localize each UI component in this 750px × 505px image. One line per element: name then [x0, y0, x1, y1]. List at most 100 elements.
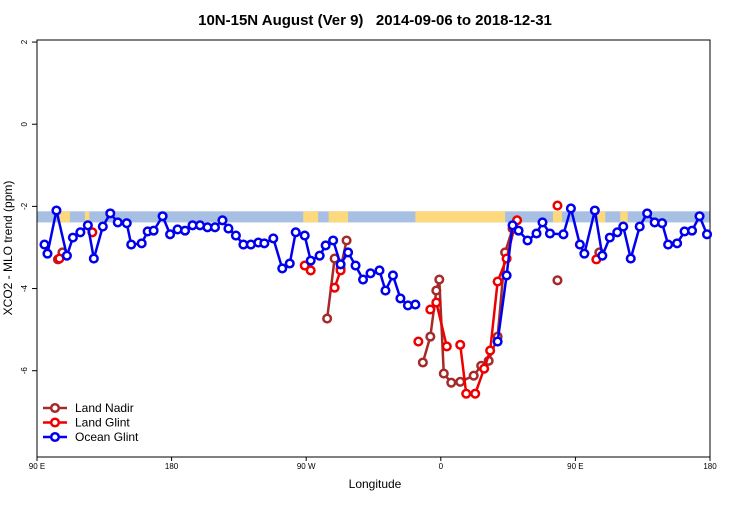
point — [618, 221, 629, 232]
point — [88, 253, 99, 264]
point — [335, 259, 346, 270]
land-span — [552, 211, 562, 223]
point — [455, 339, 466, 350]
point — [513, 225, 524, 236]
point — [537, 217, 548, 228]
point — [441, 341, 452, 352]
point — [365, 268, 376, 279]
point — [284, 258, 295, 269]
point — [387, 270, 398, 281]
point — [112, 217, 123, 228]
point — [552, 275, 563, 286]
point — [634, 221, 645, 232]
point — [579, 248, 590, 259]
x-tick-label: 0 — [439, 462, 444, 471]
point — [492, 276, 503, 287]
point — [552, 200, 563, 211]
y-tick-label: -4 — [20, 284, 29, 292]
point — [126, 239, 137, 250]
point — [468, 370, 479, 381]
point — [230, 230, 241, 241]
land-span — [328, 211, 349, 223]
point — [374, 265, 385, 276]
point — [343, 247, 354, 258]
point — [299, 260, 310, 271]
point — [657, 218, 668, 229]
point — [259, 238, 270, 249]
point — [522, 235, 533, 246]
point — [625, 253, 636, 264]
x-tick-label: 180 — [165, 462, 179, 471]
point — [565, 203, 576, 214]
land-span — [620, 211, 628, 223]
point — [223, 223, 234, 234]
point — [438, 368, 449, 379]
y-tick-label: 0 — [20, 121, 29, 126]
point — [446, 377, 457, 388]
point — [290, 227, 301, 238]
point — [51, 205, 62, 216]
point — [701, 229, 713, 240]
y-tick-label: -6 — [20, 367, 29, 375]
point — [136, 238, 147, 249]
series-line — [58, 229, 599, 383]
point — [431, 285, 442, 296]
point — [209, 222, 221, 233]
point — [672, 238, 683, 249]
point — [485, 345, 496, 356]
point — [574, 239, 585, 250]
point — [612, 227, 623, 238]
point — [431, 297, 442, 308]
point — [320, 240, 331, 251]
point — [165, 229, 176, 240]
point — [299, 230, 310, 241]
point — [417, 357, 428, 368]
point — [434, 274, 445, 285]
point — [157, 211, 168, 222]
land-span — [303, 211, 319, 223]
legend-label: Land Glint — [75, 416, 130, 430]
point — [492, 336, 503, 347]
point — [642, 208, 653, 219]
legend-marker — [49, 431, 61, 443]
point — [558, 229, 569, 240]
legend-marker — [49, 402, 61, 414]
point — [455, 376, 466, 387]
point — [97, 221, 108, 232]
point — [67, 232, 78, 243]
point — [305, 255, 316, 266]
x-tick-label: 90 E — [29, 462, 45, 471]
point — [470, 388, 481, 399]
point — [425, 304, 436, 315]
y-tick-label: 2 — [20, 39, 29, 44]
point — [395, 293, 406, 304]
x-tick-label: 90 W — [297, 462, 316, 471]
point — [589, 205, 600, 216]
point — [350, 260, 361, 271]
point — [507, 220, 518, 231]
point — [380, 285, 391, 296]
point — [501, 270, 512, 281]
point — [268, 233, 279, 244]
point — [42, 248, 53, 259]
point — [314, 250, 325, 261]
point — [75, 227, 86, 238]
point — [425, 331, 436, 342]
point — [39, 239, 50, 250]
land-span — [59, 211, 70, 223]
point — [604, 232, 615, 243]
legend-marker — [49, 417, 61, 428]
point — [461, 388, 472, 399]
point — [357, 274, 369, 285]
point — [121, 218, 132, 229]
point — [277, 263, 288, 274]
land-span — [84, 211, 90, 223]
point — [413, 336, 424, 347]
series-line — [305, 220, 597, 393]
y-axis-label: XCO2 - MLO trend (ppm) — [1, 181, 15, 316]
plot-frame — [36, 39, 711, 458]
point — [341, 235, 352, 246]
point — [663, 239, 674, 250]
